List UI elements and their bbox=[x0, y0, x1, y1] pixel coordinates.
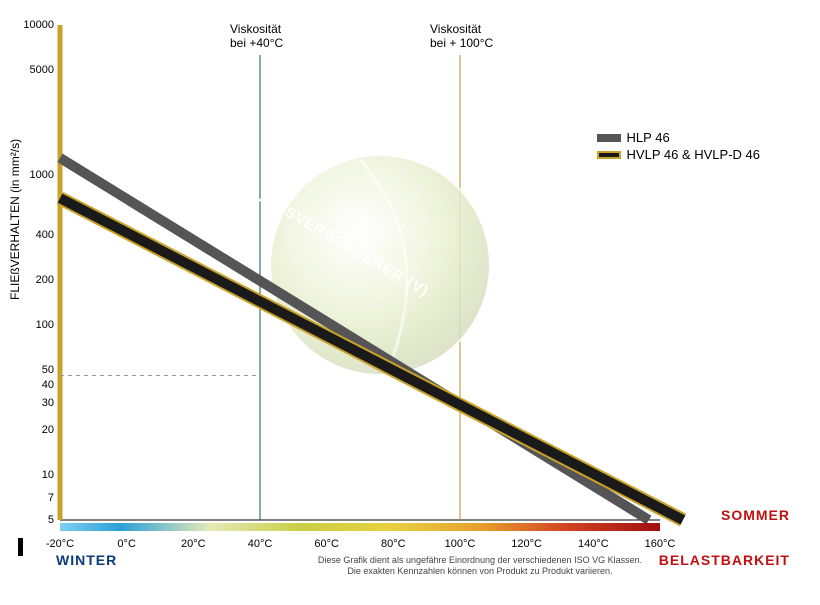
legend-item-hlp: HLP 46 bbox=[597, 130, 760, 145]
y-tick: 7 bbox=[14, 492, 54, 504]
y-tick: 5 bbox=[14, 514, 54, 526]
x-tick: 160°C bbox=[645, 538, 676, 550]
y-tick: 10 bbox=[14, 469, 54, 481]
y-tick: 1000 bbox=[14, 169, 54, 181]
label-winter: WINTER bbox=[56, 552, 117, 568]
ref-label-40c: Viskosität bei +40°C bbox=[230, 22, 283, 51]
x-tick: 60°C bbox=[314, 538, 339, 550]
chart-svg bbox=[0, 0, 820, 600]
y-tick: 200 bbox=[14, 274, 54, 286]
y-tick: 400 bbox=[14, 229, 54, 241]
y-tick: 30 bbox=[14, 397, 54, 409]
x-tick: 0°C bbox=[117, 538, 135, 550]
ref-label-100c: Viskosität bei + 100°C bbox=[430, 22, 493, 51]
x-tick: 80°C bbox=[381, 538, 406, 550]
x-tick: -20°C bbox=[46, 538, 74, 550]
footnote: Diese Grafik dient als ungefähre Einordn… bbox=[250, 555, 710, 577]
viscosity-chart: FLIEßVERHALTEN (in mm²/s) Viskosität bei… bbox=[0, 0, 820, 600]
y-tick: 50 bbox=[14, 364, 54, 376]
x-tick: 140°C bbox=[578, 538, 609, 550]
y-tick: 20 bbox=[14, 424, 54, 436]
x-tick: 20°C bbox=[181, 538, 206, 550]
x-tick: 40°C bbox=[248, 538, 273, 550]
legend-item-hvlp: HVLP 46 & HVLP-D 46 bbox=[597, 147, 760, 162]
x-tick: 100°C bbox=[445, 538, 476, 550]
legend-label-hvlp: HVLP 46 & HVLP-D 46 bbox=[627, 147, 760, 162]
y-tick: 10000 bbox=[14, 19, 54, 31]
label-sommer: SOMMER bbox=[721, 507, 790, 523]
y-tick: 40 bbox=[14, 379, 54, 391]
x-tick: 120°C bbox=[511, 538, 542, 550]
legend-swatch-hvlp bbox=[597, 151, 621, 159]
legend: HLP 46 HVLP 46 & HVLP-D 46 bbox=[597, 130, 760, 164]
y-tick: 100 bbox=[14, 319, 54, 331]
legend-label-hlp: HLP 46 bbox=[627, 130, 670, 145]
legend-swatch-hlp bbox=[597, 134, 621, 142]
y-tick: 5000 bbox=[14, 64, 54, 76]
